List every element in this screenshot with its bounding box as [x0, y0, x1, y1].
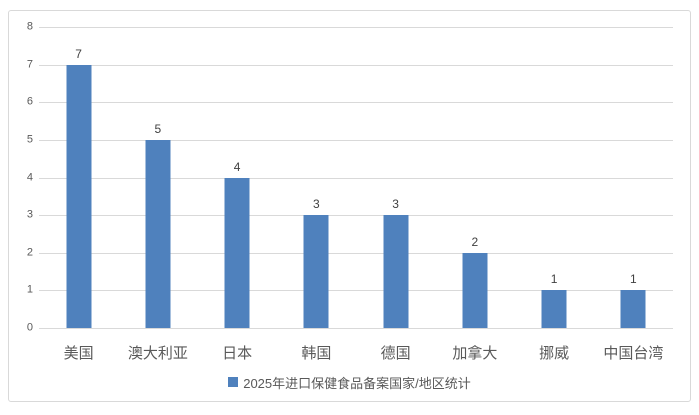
bars-row: 7 5 4 3 3 2 1 1 [39, 27, 673, 328]
gridline [39, 252, 673, 254]
x-axis-label: 韩国 [301, 345, 332, 362]
data-label: 1 [550, 272, 558, 287]
gridline [39, 328, 673, 329]
gridline [39, 27, 673, 28]
x-axis-labels: 美国 澳大利亚 日本 韩国 德国 加拿大 挪威 中国台湾 [39, 344, 673, 363]
bar [541, 290, 567, 328]
bar [303, 215, 329, 328]
x-axis-label: 挪威 [539, 345, 570, 362]
gridline [39, 290, 673, 292]
bar-column: 1 [594, 27, 673, 328]
y-axis-tick-label: 6 [26, 95, 33, 108]
bar [462, 252, 488, 328]
data-label: 5 [154, 121, 162, 136]
plot-area: 7 5 4 3 3 2 1 1 0 1 2 3 4 5 6 7 8 [27, 21, 673, 333]
x-axis-label: 中国台湾 [603, 345, 664, 362]
y-axis-tick-label: 1 [26, 283, 33, 296]
x-axis-label: 美国 [63, 345, 94, 362]
data-label: 4 [233, 159, 241, 174]
gridline [39, 64, 673, 66]
y-axis-tick-label: 7 [26, 58, 33, 71]
bar-column: 5 [118, 27, 197, 328]
data-label: 1 [630, 272, 637, 287]
gridline [39, 139, 673, 141]
y-axis-tick-label: 0 [26, 321, 33, 334]
legend: 2025年进口保健食品备案国家/地区统计 [9, 373, 690, 391]
legend-label: 2025年进口保健食品备案国家/地区统计 [243, 375, 471, 391]
data-label: 3 [313, 197, 320, 212]
x-axis-label: 加拿大 [452, 345, 498, 362]
bar [224, 177, 250, 328]
bar-column: 1 [515, 27, 594, 328]
bar-column: 3 [277, 27, 356, 328]
x-axis-label: 日本 [222, 345, 253, 362]
bar [145, 139, 171, 328]
bar-column: 3 [356, 27, 435, 328]
y-axis-tick-label: 5 [26, 133, 33, 146]
x-axis-label: 澳大利亚 [127, 345, 188, 362]
bar [66, 64, 92, 328]
legend-swatch-icon [228, 377, 239, 387]
y-axis-tick-label: 8 [26, 20, 33, 33]
y-axis-tick-label: 3 [26, 208, 33, 221]
data-label: 2 [471, 234, 479, 249]
bar-column: 4 [198, 27, 277, 328]
bar-column: 2 [435, 27, 514, 328]
gridline [39, 102, 673, 104]
x-axis-label: 德国 [380, 345, 411, 362]
data-label: 7 [75, 46, 82, 61]
gridline [39, 177, 673, 179]
y-axis-tick-label: 4 [26, 171, 33, 183]
data-label: 3 [392, 197, 399, 212]
bar [620, 290, 646, 328]
gridline [39, 215, 673, 217]
chart-frame: 7 5 4 3 3 2 1 1 0 1 2 3 4 5 6 7 8 美国 澳大利亚 日本 韩国 德国 加拿大 挪威 中国台湾… [8, 10, 691, 402]
y-axis-tick-label: 2 [26, 246, 33, 259]
bar [383, 215, 409, 328]
bar-column: 7 [39, 27, 118, 328]
